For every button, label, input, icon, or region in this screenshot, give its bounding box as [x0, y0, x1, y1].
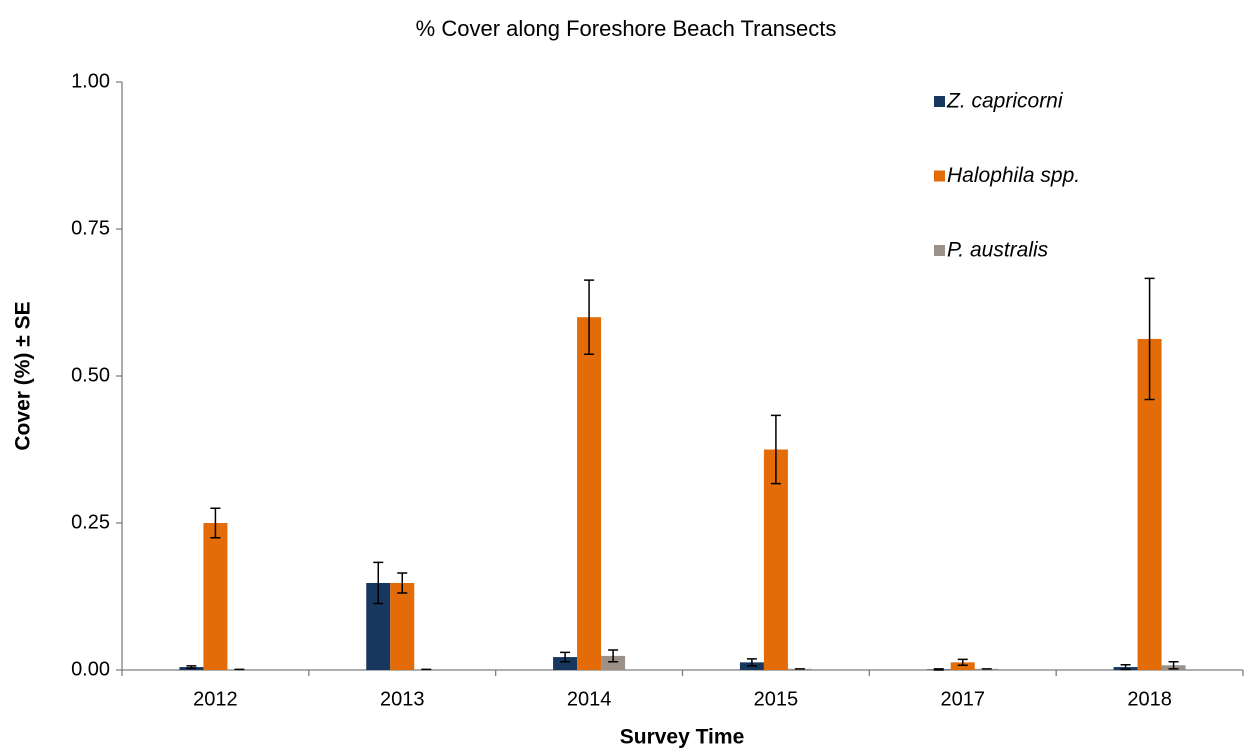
error-bar — [608, 649, 619, 663]
error-bar — [770, 414, 781, 485]
legend-label: Halophila spp. — [947, 164, 1080, 187]
x-tick-label: 2015 — [754, 688, 799, 710]
x-tick-label: 2013 — [380, 688, 425, 710]
bar — [553, 657, 578, 670]
legend-label: P. australis — [947, 239, 1049, 262]
error-bar — [1168, 661, 1179, 670]
error-bar — [746, 658, 757, 667]
x-tick-label: 2018 — [1127, 688, 1172, 710]
bar — [601, 655, 626, 670]
y-tick-label: 0.50 — [71, 364, 110, 386]
legend-label: Z. capricorni — [946, 90, 1064, 113]
legend-swatch — [934, 170, 945, 182]
y-axis-label: Cover (%) ± SE — [12, 301, 35, 450]
error-bar — [373, 561, 384, 605]
y-tick-label: 0.00 — [71, 658, 110, 680]
error-bar — [957, 658, 968, 667]
y-tick-label: 0.75 — [71, 217, 110, 239]
x-axis-label: Survey Time — [620, 726, 745, 749]
y-tick-label: 1.00 — [71, 70, 110, 92]
error-bar — [1144, 277, 1155, 401]
legend-swatch — [934, 245, 945, 256]
error-bar — [186, 665, 197, 669]
bar — [763, 449, 788, 670]
bar — [950, 662, 975, 670]
error-bar — [933, 668, 944, 671]
bar — [577, 317, 602, 670]
error-bar — [560, 651, 571, 663]
x-tick-label: 2012 — [193, 688, 238, 710]
error-bar — [397, 572, 408, 594]
error-bar — [584, 279, 595, 355]
error-bar — [210, 507, 221, 539]
error-bar — [1120, 663, 1131, 671]
y-tick-label: 0.25 — [71, 511, 110, 533]
legend-swatch — [934, 96, 945, 107]
bar — [390, 582, 415, 670]
x-tick-label: 2017 — [941, 688, 986, 710]
x-tick-label: 2014 — [567, 688, 612, 710]
chart-title: % Cover along Foreshore Beach Transects — [416, 16, 837, 41]
bar — [203, 523, 228, 670]
